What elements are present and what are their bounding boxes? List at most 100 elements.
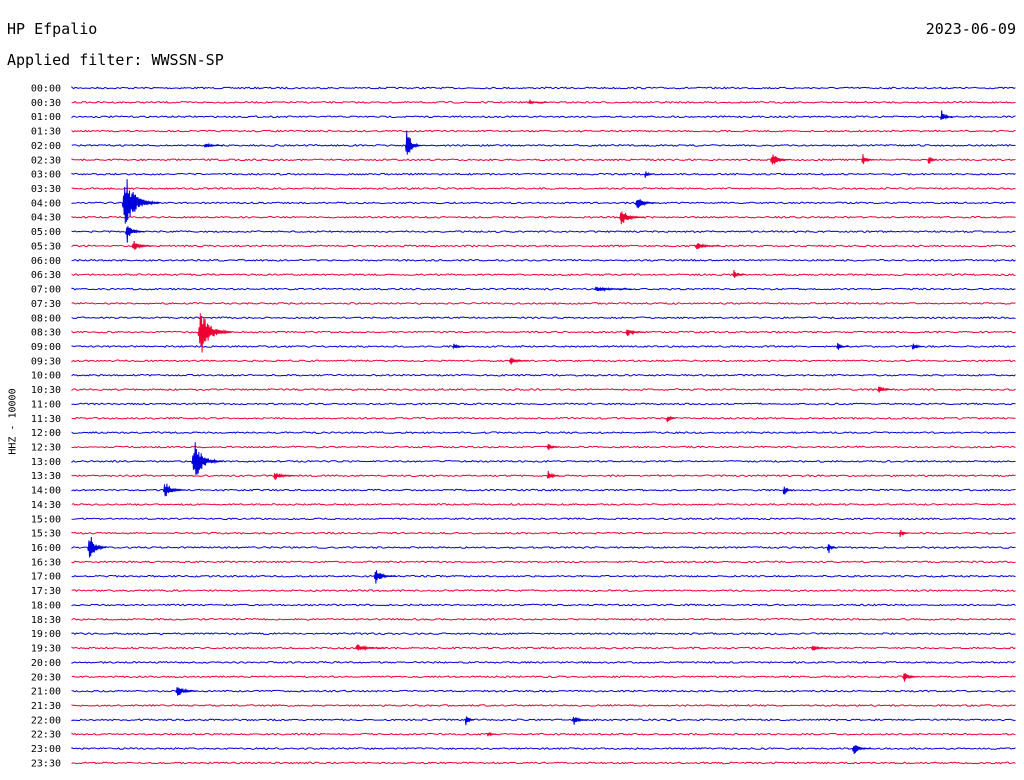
seismic-event — [695, 243, 720, 249]
row-time-label: 00:30 — [31, 98, 61, 109]
trace-row — [72, 130, 1016, 132]
seismic-event — [204, 144, 223, 148]
seismic-event — [783, 487, 792, 495]
row-time-label: 21:00 — [31, 687, 61, 698]
trace-row — [72, 446, 1016, 448]
row-time-label: 04:30 — [31, 213, 61, 224]
trace-row — [72, 489, 1016, 491]
trace-row — [72, 417, 1016, 419]
trace-row — [72, 590, 1016, 592]
seismic-event — [635, 199, 657, 208]
seismic-event — [355, 645, 386, 651]
seismic-event — [163, 484, 185, 497]
seismic-event — [928, 157, 937, 163]
trace-row — [72, 87, 1016, 89]
row-time-label: 22:30 — [31, 730, 61, 741]
trace-row — [72, 518, 1016, 520]
row-time-label: 14:30 — [31, 500, 61, 511]
row-time-label: 17:30 — [31, 586, 61, 597]
row-time-label: 02:00 — [31, 141, 61, 152]
row-time-label: 18:30 — [31, 615, 61, 626]
seismic-event — [941, 110, 953, 120]
seismic-event — [912, 344, 924, 350]
trace-row — [72, 705, 1016, 707]
row-time-label: 10:30 — [31, 385, 61, 396]
row-time-label: 03:00 — [31, 170, 61, 181]
trace-row — [72, 346, 1016, 348]
trace-row — [72, 374, 1016, 376]
row-time-label: 08:00 — [31, 313, 61, 324]
seismic-event — [852, 745, 871, 754]
row-time-label: 11:00 — [31, 399, 61, 410]
row-time-label: 05:00 — [31, 227, 61, 238]
seismic-event — [878, 387, 894, 393]
trace-row — [72, 633, 1016, 635]
trace-row — [72, 575, 1016, 577]
trace-row — [72, 690, 1016, 692]
row-time-label: 04:00 — [31, 198, 61, 209]
trace-row — [72, 231, 1016, 233]
trace-row — [72, 647, 1016, 649]
row-time-label: 03:30 — [31, 184, 61, 195]
trace-row — [72, 173, 1016, 175]
row-time-label: 12:00 — [31, 428, 61, 439]
seismic-event — [812, 646, 828, 650]
row-time-label: 07:30 — [31, 299, 61, 310]
row-time-label: 10:00 — [31, 371, 61, 382]
seismic-event — [176, 687, 198, 695]
trace-row — [72, 475, 1016, 477]
seismic-event — [509, 358, 528, 365]
row-time-label: 16:30 — [31, 557, 61, 568]
row-time-label: 19:30 — [31, 644, 61, 655]
trace-row — [72, 274, 1016, 276]
trace-row — [72, 504, 1016, 506]
row-time-label: 14:00 — [31, 486, 61, 497]
seismic-event — [465, 717, 474, 726]
trace-row — [72, 389, 1016, 391]
row-time-label: 11:30 — [31, 414, 61, 425]
row-time-label: 09:30 — [31, 356, 61, 367]
trace-row — [72, 619, 1016, 621]
trace-row — [72, 360, 1016, 362]
trace-row — [72, 216, 1016, 218]
seismic-event — [771, 154, 790, 164]
seismic-event — [88, 537, 107, 557]
row-time-label: 06:00 — [31, 256, 61, 267]
row-time-label: 13:30 — [31, 471, 61, 482]
trace-row — [72, 733, 1016, 735]
seismic-event — [903, 673, 919, 681]
seismic-event — [862, 154, 874, 164]
trace-row — [72, 202, 1016, 204]
row-time-label: 01:30 — [31, 127, 61, 138]
row-time-label: 23:30 — [31, 758, 61, 769]
seismic-event — [827, 544, 836, 553]
seismic-event — [594, 287, 631, 291]
row-time-label: 06:30 — [31, 270, 61, 281]
trace-row — [72, 662, 1016, 664]
row-time-label: 15:30 — [31, 529, 61, 540]
seismic-event — [406, 131, 422, 154]
row-time-label: 12:30 — [31, 443, 61, 454]
row-time-label: 19:00 — [31, 629, 61, 640]
row-time-label: 08:30 — [31, 328, 61, 339]
trace-row — [72, 561, 1016, 563]
seismic-event — [273, 473, 295, 480]
row-time-label: 15:00 — [31, 514, 61, 525]
row-time-label: 13:00 — [31, 457, 61, 468]
seismic-event — [487, 732, 496, 736]
trace-row — [72, 159, 1016, 161]
trace-row — [72, 748, 1016, 750]
row-time-label: 16:00 — [31, 543, 61, 554]
trace-row — [72, 260, 1016, 262]
seismic-event — [547, 444, 559, 450]
trace-row — [72, 762, 1016, 764]
trace-row — [72, 188, 1016, 190]
trace-row — [72, 532, 1016, 534]
row-time-label: 01:00 — [31, 112, 61, 123]
row-time-label: 00:00 — [31, 84, 61, 95]
seismic-event — [374, 570, 396, 583]
row-time-label: 02:30 — [31, 155, 61, 166]
trace-row — [72, 432, 1016, 434]
seismic-event — [547, 471, 559, 479]
